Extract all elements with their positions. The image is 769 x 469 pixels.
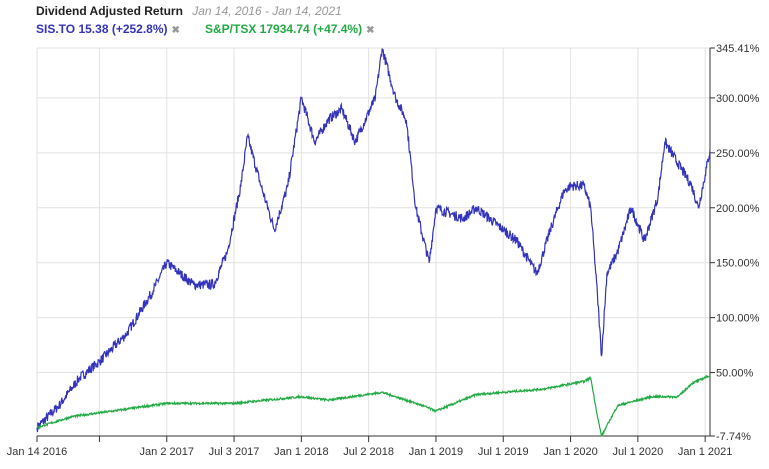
legend-tsx: S&P/TSX 17934.74 (+47.4%) ✖: [205, 22, 374, 36]
y-tick-label: 150.00%: [716, 258, 760, 270]
y-tick-label: -7.74%: [716, 431, 751, 443]
legend-label-sis: SIS.TO 15.38 (+252.8%): [36, 22, 168, 36]
x-tick-label: Jan 1 2018: [274, 446, 328, 458]
y-tick-label: 50.00%: [716, 368, 754, 380]
chart-header: Dividend Adjusted Return Jan 14, 2016 - …: [36, 4, 342, 18]
x-tick-label: Jul 1 2019: [478, 446, 529, 458]
series-line-tsx: [36, 374, 711, 437]
y-tick-label: 100.00%: [716, 313, 760, 325]
date-range: Jan 14, 2016 - Jan 14, 2021: [192, 4, 342, 18]
y-tick-label: 345.41%: [716, 43, 760, 55]
x-tick-label: Jul 2 2018: [343, 446, 394, 458]
x-tick-label: Jan 2 2017: [140, 446, 194, 458]
y-tick-label: 300.00%: [716, 93, 760, 105]
x-tick-label: Jul 3 2017: [209, 446, 260, 458]
x-tick-label: Jan 1 2020: [543, 446, 597, 458]
series-line-sis: [36, 48, 711, 433]
legend-label-tsx: S&P/TSX 17934.74 (+47.4%): [205, 22, 363, 36]
remove-series-icon[interactable]: ✖: [366, 25, 375, 36]
remove-series-icon[interactable]: ✖: [171, 25, 180, 36]
legend-sis: SIS.TO 15.38 (+252.8%) ✖: [36, 22, 180, 36]
chart-title: Dividend Adjusted Return: [36, 4, 183, 18]
x-tick-label: Jul 1 2020: [612, 446, 663, 458]
y-tick-label: 250.00%: [716, 148, 760, 160]
x-tick-label: Jan 14 2016: [7, 446, 68, 458]
y-tick-label: 200.00%: [716, 203, 760, 215]
x-tick-label: Jan 1 2019: [409, 446, 463, 458]
x-tick-label: Jan 1 2021: [678, 446, 732, 458]
